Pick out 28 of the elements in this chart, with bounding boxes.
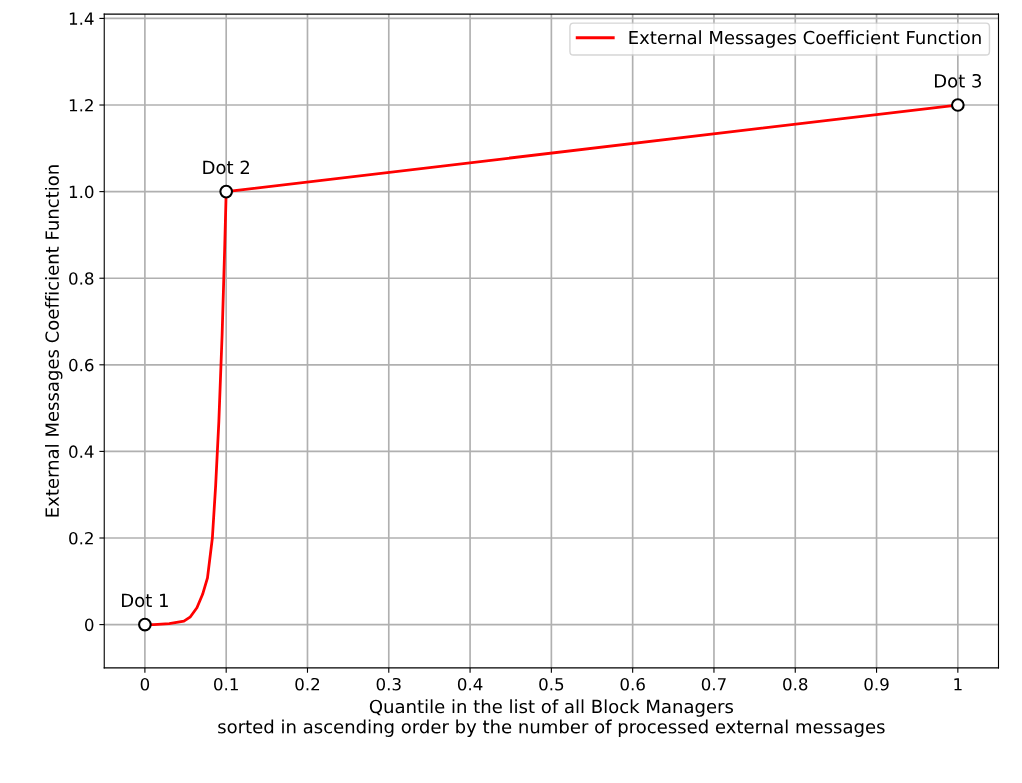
point [219,184,234,199]
x-tick-label: 0.7 [701,677,726,691]
y-tick-label: 0.2 [69,531,93,545]
y-axis-title: External Messages Coefficient Function [44,165,63,517]
x-tick-label: 0.2 [295,677,320,691]
point [138,617,152,632]
annotation: Dot 2 [203,160,250,175]
annotation: Dot 3 [934,73,982,88]
y-tick-label: 1.4 [69,12,94,25]
y-tick-label: 0 [85,618,94,632]
y-tick-label: 1.0 [69,185,94,199]
x-tick-label: 0.1 [214,677,238,691]
x-tick-label: 0 [140,677,150,691]
x-axis-title: Quantile in the list of all Block Managers sorted in ascending order by the number of processed external messages [218,699,885,737]
legend-label: External Messages Coefficient Function [629,30,981,48]
annotation: Dot 1 [122,593,168,608]
x-tick-label: 0.8 [783,677,808,691]
x-tick-label: 0.5 [539,677,564,691]
x-tick-label: 0.6 [620,677,645,691]
point [951,98,965,112]
y-tick-label: 0.8 [69,272,94,285]
x-tick-label: 0.9 [864,677,889,691]
y-tick-label: 0.4 [69,445,94,458]
y-tick-label: 0.6 [69,358,94,372]
x-tick-label: 0.3 [376,677,401,691]
y-tick-label: 1.2 [69,98,93,112]
x-tick-label: 0.4 [457,677,483,691]
x-tick-label: 1 [954,678,962,691]
